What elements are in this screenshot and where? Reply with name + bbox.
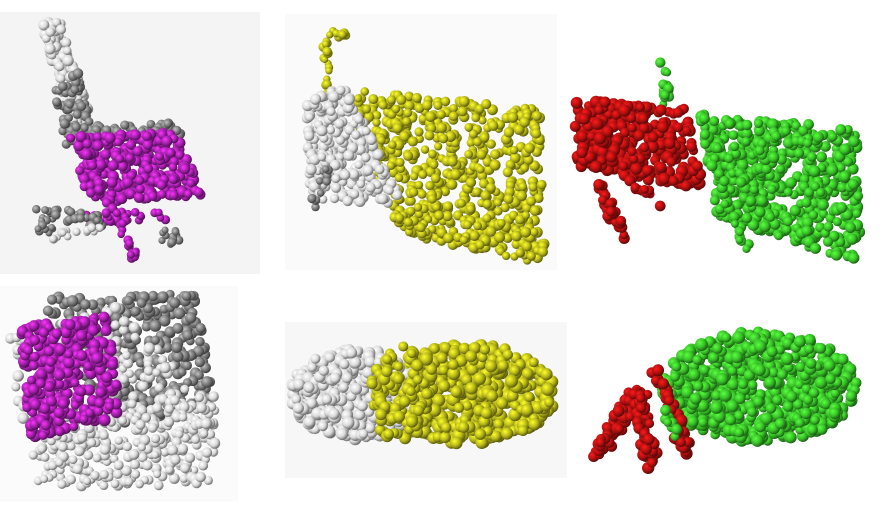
point-cluster	[629, 389, 663, 474]
panel-pillow-a	[285, 322, 567, 478]
pillow-point-cloud-b	[588, 302, 876, 488]
point-cluster	[570, 96, 706, 192]
bench-point-cloud-a	[285, 14, 557, 270]
point-cluster	[655, 57, 674, 108]
point-cluster	[593, 179, 630, 244]
chair-point-cloud	[0, 12, 260, 274]
bench-point-cloud-b	[568, 14, 884, 276]
point-cluster	[66, 128, 206, 206]
panel-chair	[0, 12, 260, 274]
panel-bench-a	[285, 14, 557, 270]
point-cluster	[695, 110, 865, 264]
sofa-point-cloud	[0, 286, 238, 502]
panel-pillow-b	[588, 302, 876, 488]
pillow-point-cloud-a	[285, 322, 567, 478]
point-cluster	[158, 227, 183, 248]
point-cluster	[49, 223, 104, 243]
panel-sofa	[0, 286, 238, 502]
panel-bench-b	[568, 14, 884, 276]
point-cluster	[116, 219, 140, 263]
